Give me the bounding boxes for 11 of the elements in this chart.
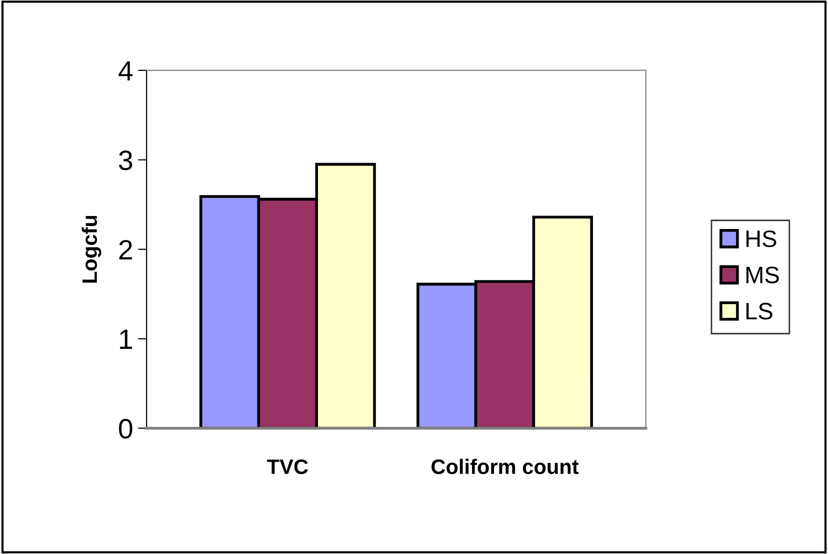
y-tick-label: 0 (119, 418, 132, 439)
x-tick-label: Coliform count (432, 458, 579, 474)
y-tick-label: 2 (119, 240, 132, 260)
y-axis-title: Logcfu (82, 216, 102, 283)
y-tick-label: 1 (120, 330, 132, 349)
x-tick-label: TVC (267, 459, 308, 474)
y-tick-label: 3 (118, 150, 132, 170)
legend-label: MS (746, 266, 779, 284)
legend-label: HS (746, 230, 776, 248)
y-tick-label: 4 (118, 61, 133, 80)
legend-label: LS (746, 302, 772, 320)
